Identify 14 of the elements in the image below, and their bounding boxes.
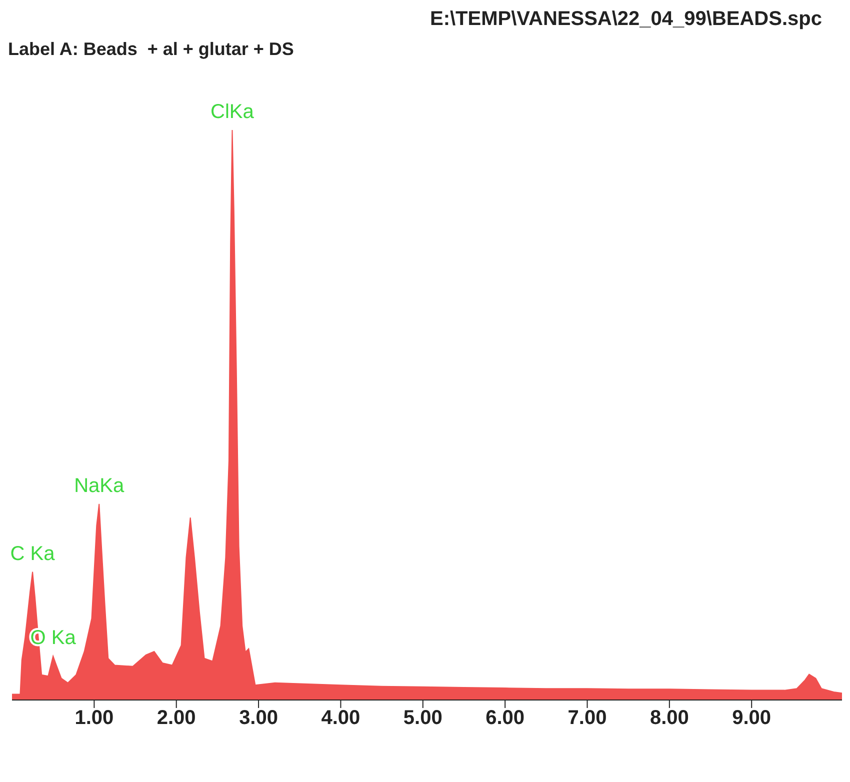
x-tick-label: 1.00 — [74, 707, 114, 730]
x-tick-label: 6.00 — [486, 707, 525, 730]
x-tick-label: 5.00 — [403, 707, 442, 730]
annotation: NaKa — [74, 474, 125, 497]
x-tick-label: 3.00 — [239, 707, 278, 730]
x-tick-label: 8.00 — [650, 707, 689, 730]
x-tick-label: 7.00 — [568, 707, 607, 730]
x-tick-label: 2.00 — [156, 707, 196, 730]
annotation: C Ka — [10, 542, 56, 565]
x-tick-label: 9.00 — [732, 707, 772, 730]
chart-subtitle: Label A: Beads + al + glutar + DS — [8, 39, 295, 60]
chart-title: E:\TEMP\VANESSA\22_04_99\BEADS.spc — [428, 8, 823, 31]
annotation: ClKa — [210, 101, 255, 123]
x-tick-label: 4.00 — [321, 707, 360, 730]
